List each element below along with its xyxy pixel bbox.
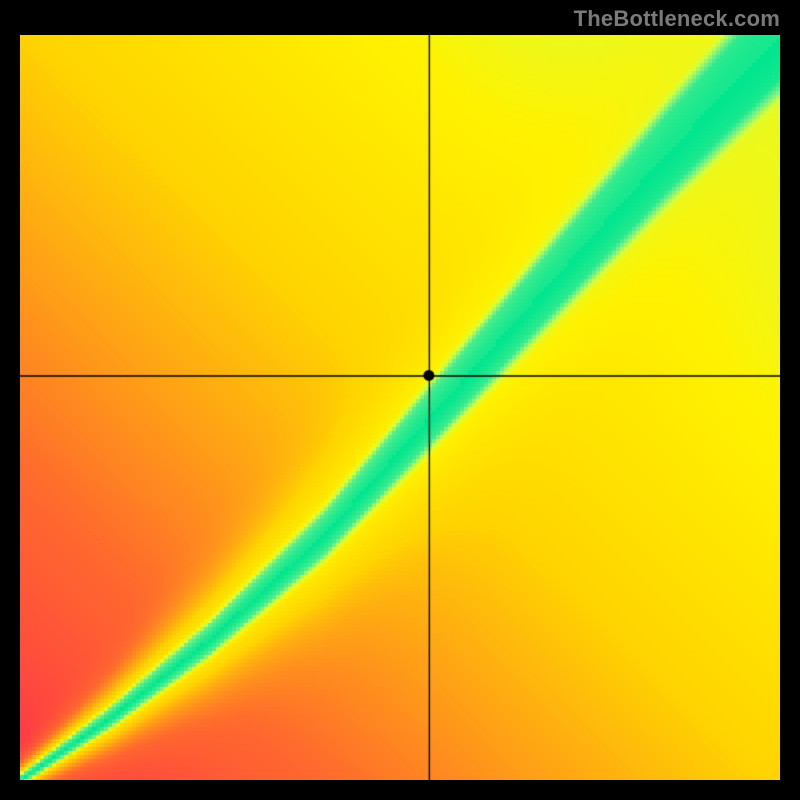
heatmap-plot <box>20 35 780 780</box>
frame: TheBottleneck.com <box>0 0 800 800</box>
crosshair-overlay <box>20 35 780 780</box>
watermark-text: TheBottleneck.com <box>574 6 780 32</box>
